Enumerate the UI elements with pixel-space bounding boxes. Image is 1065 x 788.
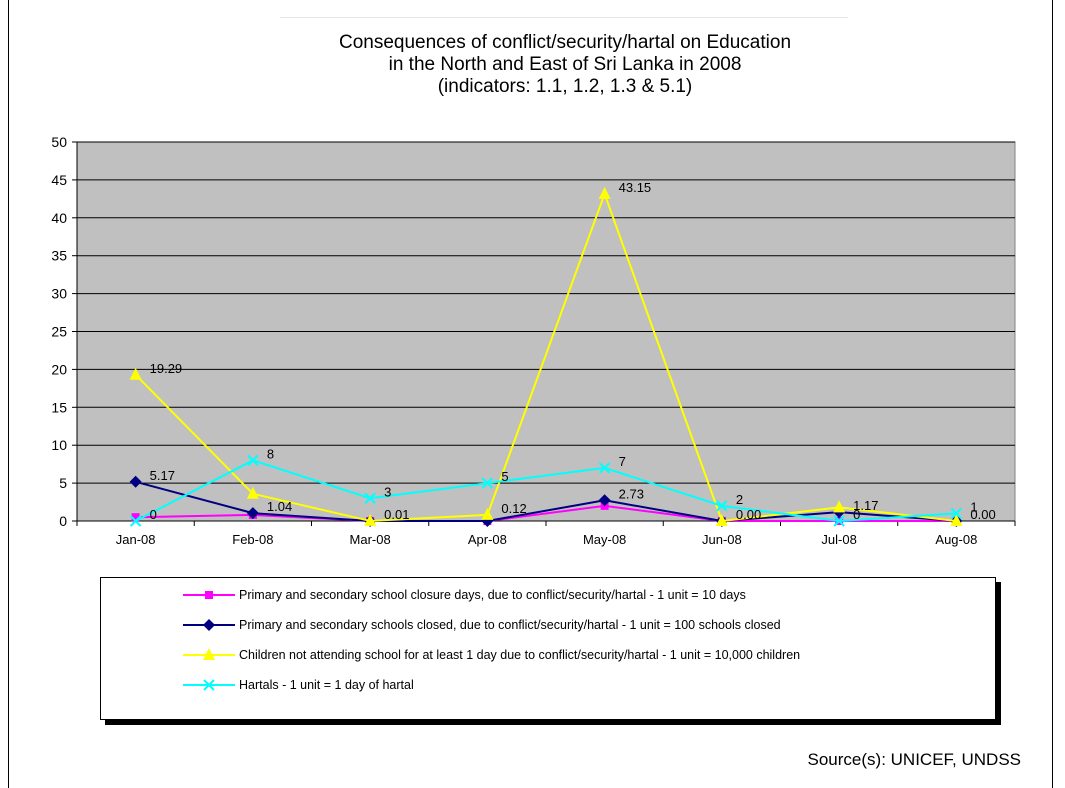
series-line-4 [135,459,957,523]
chart-title-line-3: (indicators: 1.1, 1.2, 1.3 & 5.1) [437,76,693,97]
x-tick-label: Jul-08 [821,532,856,547]
data-point-series-3 [246,486,259,499]
legend-marker-stroke [203,679,215,691]
legend-item-2: Primary and secondary schools closed, du… [101,615,781,635]
data-label-series-3: 0.00 [970,507,995,522]
y-tick-label: 35 [51,248,67,264]
legend-swatch [183,619,235,631]
legend-label: Children not attending school for at lea… [239,648,801,662]
data-label-series-3: 0.00 [736,507,761,522]
legend-marker [203,619,215,631]
chart-title: Consequences of conflict/security/hartal… [250,32,880,98]
y-tick-label: 0 [59,513,67,529]
chart-frame [8,0,1053,788]
data-point-series-4 [950,507,963,520]
data-label-series-3: 43.15 [619,180,652,195]
data-point-series-4 [481,477,494,489]
y-tick-label: 10 [51,437,67,453]
data-point-series-2 [129,475,142,488]
series-line-3 [134,190,957,523]
data-label-series-2: 2.73 [619,486,644,501]
x-tick-label: Jun-08 [702,532,742,547]
x-tick-label: Feb-08 [232,532,273,547]
data-label-series-2: 1.17 [853,498,878,513]
legend-label: Primary and secondary schools closed, du… [239,618,781,632]
chart-title-line-1: Consequences of conflict/security/hartal… [338,32,792,53]
y-tick-label: 15 [51,399,67,415]
data-point-series-3 [715,514,728,526]
legend-item-4: Hartals - 1 unit = 1 day of hartal [101,675,414,695]
legend-swatch [183,679,235,691]
legend-marker [205,591,213,599]
source-note: Source(s): UNICEF, UNDSS [807,750,1021,769]
data-point-series-4 [129,515,142,527]
data-label-series-2: 5.17 [150,468,175,483]
data-label-series-4: 2 [736,492,743,507]
x-tick-label: Mar-08 [350,532,391,547]
data-label-series-4: 7 [619,454,626,469]
data-point-series-3 [129,367,142,380]
legend-label: Primary and secondary school closure day… [239,588,746,602]
legend-label: Hartals - 1 unit = 1 day of hartal [239,678,414,692]
data-point-series-4-stroke [129,515,142,527]
data-point-series-4-stroke [833,515,845,527]
data-point-series-4-stroke [364,492,376,504]
data-label-series-4: 5 [501,469,508,484]
data-label-series-3: 19.29 [150,361,183,376]
data-point-series-3 [950,514,963,526]
legend-marker [203,679,215,691]
data-point-series-4-stroke [716,500,728,512]
data-point-series-4 [716,500,728,512]
chart-title-line-2: in the North and East of Sri Lanka in 20… [388,54,742,75]
y-tick-label: 25 [51,324,67,340]
data-label-series-3: 0.01 [384,507,409,522]
series-line-2 [135,480,957,523]
data-point-series-4 [598,462,611,474]
data-label-series-4: 3 [384,484,391,499]
data-label-series-4: 0 [150,507,157,522]
data-point-series-4-stroke [481,477,494,489]
data-point-series-4-stroke [247,454,259,467]
data-point-series-1 [131,513,140,522]
data-point-series-4 [247,454,259,467]
data-point-series-2 [598,494,611,507]
data-label-series-2: 1.04 [267,499,292,514]
legend-swatch [183,591,235,599]
legend-item-1: Primary and secondary school closure day… [101,585,746,605]
series-line-1 [135,504,957,522]
divider-line [280,17,848,18]
y-tick-label: 45 [51,172,67,188]
y-tick-label: 20 [51,361,67,377]
data-point-series-4-stroke [598,462,611,474]
data-label-series-4: 8 [267,446,274,461]
data-label-series-4: 1 [970,499,977,514]
legend-item-3: Children not attending school for at lea… [101,645,800,665]
legend-swatch [183,648,235,660]
data-point-series-4-stroke [950,507,963,520]
x-tick-label: Jan-08 [116,532,156,547]
y-tick-label: 50 [51,134,67,150]
data-point-series-4 [833,515,845,527]
data-label-series-3: 0.12 [501,501,526,516]
y-tick-label: 30 [51,286,67,302]
data-label-series-4: 0 [853,507,860,522]
x-tick-label: Aug-08 [935,532,977,547]
x-tick-label: May-08 [583,532,626,547]
y-tick-label: 40 [51,210,67,226]
data-point-series-3 [481,507,494,520]
data-point-series-3 [364,513,377,526]
data-point-series-2 [246,507,259,520]
chart-legend: Primary and secondary school closure day… [100,577,996,720]
data-point-series-4 [364,492,376,504]
data-point-series-3 [598,186,611,199]
y-tick-label: 5 [59,475,67,491]
x-tick-label: Apr-08 [468,532,507,547]
legend-marker [203,648,215,660]
data-point-series-3 [833,500,846,513]
